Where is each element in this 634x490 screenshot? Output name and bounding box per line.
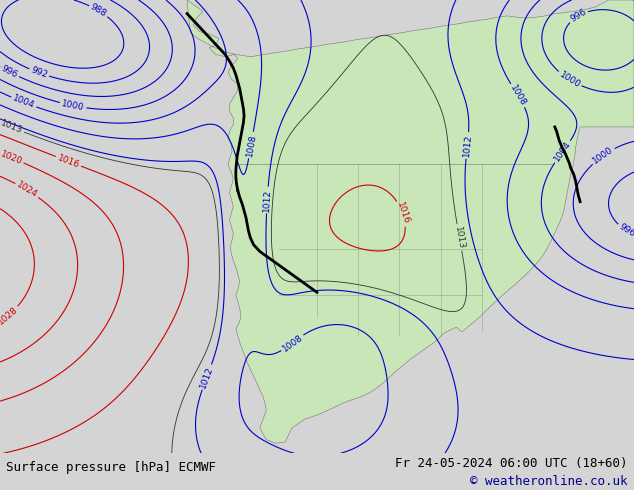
Text: 1028: 1028: [0, 305, 20, 326]
Text: 1000: 1000: [557, 70, 581, 90]
Text: 1013: 1013: [453, 225, 466, 249]
Text: 996: 996: [0, 64, 19, 80]
Text: 1024: 1024: [15, 180, 39, 200]
Text: 1013: 1013: [0, 119, 24, 136]
Text: 1004: 1004: [552, 140, 573, 164]
Text: 1016: 1016: [56, 153, 81, 170]
Text: 1012: 1012: [262, 188, 273, 212]
Text: 1020: 1020: [0, 149, 23, 166]
Text: 996: 996: [569, 8, 588, 24]
Text: Fr 24-05-2024 06:00 UTC (18+60): Fr 24-05-2024 06:00 UTC (18+60): [395, 457, 628, 470]
Text: 1008: 1008: [280, 333, 304, 353]
Text: 996: 996: [617, 222, 634, 239]
Polygon shape: [187, 0, 634, 443]
Text: 992: 992: [29, 66, 49, 80]
Text: 1012: 1012: [462, 134, 473, 157]
Text: Surface pressure [hPa] ECMWF: Surface pressure [hPa] ECMWF: [6, 462, 216, 474]
Text: 1012: 1012: [198, 365, 215, 390]
Text: 1004: 1004: [11, 94, 36, 111]
Text: 1008: 1008: [508, 83, 527, 108]
Text: 1016: 1016: [395, 201, 411, 226]
Text: 988: 988: [89, 2, 108, 19]
Text: 1008: 1008: [245, 133, 257, 157]
Text: 1000: 1000: [592, 146, 615, 166]
Text: 1000: 1000: [61, 99, 85, 112]
Text: © weatheronline.co.uk: © weatheronline.co.uk: [470, 475, 628, 489]
